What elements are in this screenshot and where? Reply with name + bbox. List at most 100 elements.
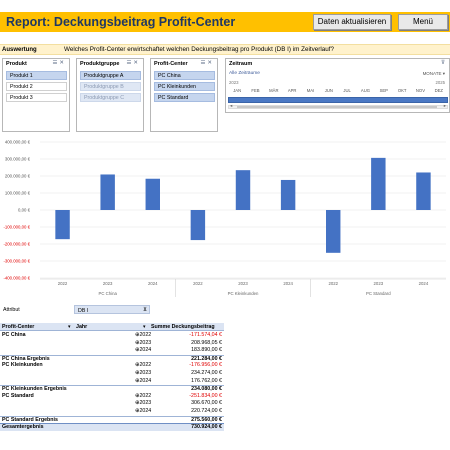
slicer-item-produkt-3[interactable]: Produkt 3 bbox=[6, 93, 67, 102]
timeline-month[interactable]: NOV bbox=[415, 88, 425, 93]
slicer-profitcenter: Profit-Center ☰✕ PC China PC Kleinkunden… bbox=[150, 58, 218, 132]
question-row: Auswertung Welches Profit-Center erwirts… bbox=[0, 44, 450, 55]
filter-dropdown-icon[interactable]: ▾ bbox=[143, 324, 146, 330]
attribute-label: Attribut bbox=[3, 307, 20, 313]
timeline-title: Zeitraum bbox=[229, 61, 253, 67]
pivot-grand-total-row[interactable]: Gesamtergebnis 730.924,00 € bbox=[0, 423, 224, 431]
multiselect-icon[interactable]: ☰✕ bbox=[52, 60, 66, 66]
pivot-row[interactable]: PC Standard ⊕2022 -251.834,00 € bbox=[0, 393, 224, 401]
pivot-year-label: 2024 bbox=[139, 377, 152, 384]
y-tick-label: 100.000,00 € bbox=[5, 191, 31, 196]
chart-bar bbox=[326, 210, 341, 253]
x-tick-label: 2024 bbox=[148, 281, 158, 286]
timeline-month[interactable]: JAN bbox=[233, 88, 242, 93]
pivot-subtotal-row[interactable]: PC Standard Ergebnis 275.560,00 € bbox=[0, 415, 224, 424]
chart-bar bbox=[145, 178, 160, 210]
pivot-year-cell[interactable]: ⊕2024 bbox=[135, 408, 151, 414]
pivot-row[interactable]: ⊕2024 176.762,00 € bbox=[0, 378, 224, 386]
pivot-profit-center-cell: Gesamtergebnis bbox=[2, 424, 44, 431]
pivot-year-label: 2024 bbox=[139, 347, 152, 354]
pivot-year-cell[interactable]: ⊕2022 bbox=[135, 332, 151, 338]
pivot-row[interactable]: PC China ⊕2022 -171.574,04 € bbox=[0, 332, 224, 340]
multiselect-icon[interactable]: ☰✕ bbox=[200, 60, 214, 66]
pivot-year-label: 2022 bbox=[139, 332, 152, 338]
slicer-item-produktgruppe-a[interactable]: Produktgruppe A bbox=[80, 71, 141, 80]
slicer-item-produkt-1[interactable]: Produkt 1 bbox=[6, 71, 67, 80]
pivot-subtotal-row[interactable]: PC China Ergebnis 221.284,00 € bbox=[0, 354, 224, 363]
pivot-value-cell: 183.890,00 € bbox=[191, 347, 222, 354]
timeline-month[interactable]: AUG bbox=[360, 88, 370, 93]
expand-icon[interactable]: ⊕ bbox=[135, 339, 140, 346]
pivot-profit-center-cell: PC Kleinkunden Ergebnis bbox=[2, 386, 67, 393]
filter-dropdown-icon[interactable]: ⊻ bbox=[142, 306, 147, 313]
menu-button[interactable]: Menü bbox=[398, 14, 448, 30]
pivot-row[interactable]: ⊕2023 208.968,05 € bbox=[0, 340, 224, 348]
refresh-data-button[interactable]: Daten aktualisieren bbox=[313, 14, 391, 30]
pivot-subtotal-row[interactable]: PC Kleinkunden Ergebnis 234.080,00 € bbox=[0, 385, 224, 393]
pivot-row[interactable]: ⊕2023 306.670,00 € bbox=[0, 400, 224, 408]
scroll-right-icon[interactable]: ▸ bbox=[443, 103, 446, 108]
pivot-year-cell[interactable]: ⊕2024 bbox=[135, 378, 151, 384]
expand-icon[interactable]: ⊕ bbox=[135, 400, 140, 407]
chart-bar bbox=[55, 210, 70, 240]
timeline-month[interactable]: DEZ bbox=[434, 88, 443, 93]
pivot-year-label: 2023 bbox=[139, 370, 152, 376]
group-label: PC China bbox=[98, 291, 117, 296]
expand-icon[interactable]: ⊕ bbox=[135, 347, 140, 354]
pivot-profit-center-cell: PC Standard bbox=[2, 392, 34, 399]
slicer-item-pc-kleinkunden[interactable]: PC Kleinkunden bbox=[154, 82, 215, 91]
multiselect-icon[interactable]: ☰✕ bbox=[126, 60, 140, 66]
x-tick-label: 2023 bbox=[238, 281, 248, 286]
scroll-left-icon[interactable]: ◂ bbox=[230, 103, 233, 108]
expand-icon[interactable]: ⊕ bbox=[135, 362, 140, 369]
slicer-produktgruppe-title: Produktgruppe bbox=[80, 61, 120, 67]
slicer-item-produktgruppe-b[interactable]: Produktgruppe B bbox=[80, 82, 141, 91]
pivot-value-cell: 208.968,05 € bbox=[191, 339, 222, 346]
expand-icon[interactable]: ⊕ bbox=[135, 392, 140, 399]
pivot-value-cell: 275.560,00 € bbox=[191, 416, 222, 423]
timeline-month[interactable]: FEB bbox=[251, 88, 260, 93]
expand-icon[interactable]: ⊕ bbox=[135, 332, 140, 338]
timeline-unit-dropdown[interactable]: MONATE ▾ bbox=[422, 71, 445, 76]
timeline-month[interactable]: JUL bbox=[343, 88, 351, 93]
pivot-row[interactable]: ⊕2024 220.724,00 € bbox=[0, 408, 224, 416]
pivot-row[interactable]: ⊕2023 234.274,00 € bbox=[0, 370, 224, 378]
chart-bar bbox=[235, 170, 251, 210]
timeline-month[interactable]: MÄR bbox=[269, 88, 279, 93]
pivot-year-cell[interactable]: ⊕2022 bbox=[135, 362, 151, 368]
expand-icon[interactable]: ⊕ bbox=[135, 377, 140, 384]
slicer-item-pc-china[interactable]: PC China bbox=[154, 71, 215, 80]
title-bar: Report: Deckungsbeitrag Profit-Center Da… bbox=[0, 12, 450, 32]
timeline-month[interactable]: JUN bbox=[324, 88, 333, 93]
pivot-profit-center-cell: PC China bbox=[2, 332, 26, 338]
pivot-row[interactable]: PC Kleinkunden ⊕2022 -176.956,00 € bbox=[0, 362, 224, 370]
timeline-month[interactable]: OKT bbox=[397, 88, 407, 93]
slicer-item-produktgruppe-c[interactable]: Produktgruppe C bbox=[80, 93, 141, 102]
chart-bar bbox=[371, 157, 386, 210]
pivot-year-cell[interactable]: ⊕2024 bbox=[135, 347, 151, 353]
x-tick-label: 2024 bbox=[419, 281, 429, 286]
filter-dropdown-icon[interactable]: ▾ bbox=[68, 324, 71, 330]
timeline-month[interactable]: APR bbox=[287, 88, 297, 93]
chart-bar bbox=[190, 210, 206, 241]
timeline-scroll-thumb[interactable] bbox=[237, 106, 437, 108]
slicer-item-pc-standard[interactable]: PC Standard bbox=[154, 93, 215, 102]
pivot-year-cell[interactable]: ⊕2023 bbox=[135, 340, 151, 346]
timeline-selection-bar[interactable] bbox=[228, 97, 448, 103]
pivot-year-cell[interactable]: ⊕2023 bbox=[135, 370, 151, 376]
slicer-item-produkt-2[interactable]: Produkt 2 bbox=[6, 82, 67, 91]
timeline-month[interactable]: MAI bbox=[306, 88, 315, 93]
header-profit-center[interactable]: Profit-Center bbox=[2, 324, 35, 330]
expand-icon[interactable]: ⊕ bbox=[135, 408, 140, 414]
timeline-month[interactable]: SEP bbox=[379, 88, 388, 93]
pivot-value-cell: 234.274,00 € bbox=[191, 370, 222, 376]
attribute-filter-field[interactable]: DB I ⊻ bbox=[74, 305, 150, 314]
expand-icon[interactable]: ⊕ bbox=[135, 370, 140, 376]
header-jahr[interactable]: Jahr bbox=[76, 324, 88, 330]
pivot-row[interactable]: ⊕2024 183.890,00 € bbox=[0, 347, 224, 355]
clear-filter-icon[interactable]: ⊽ bbox=[440, 60, 445, 66]
pivot-year-cell[interactable]: ⊕2023 bbox=[135, 400, 151, 406]
timeline-scrollbar[interactable]: ◂ ▸ bbox=[228, 103, 448, 109]
pivot-year-cell[interactable]: ⊕2022 bbox=[135, 393, 151, 399]
pivot-value-cell: -176.956,00 € bbox=[189, 362, 222, 369]
